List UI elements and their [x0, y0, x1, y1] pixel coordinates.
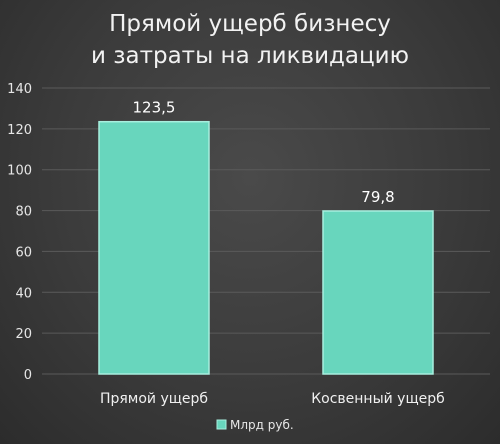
y-tick-label: 0 — [24, 368, 32, 383]
data-label: 79,8 — [361, 188, 394, 206]
legend-swatch — [216, 419, 227, 430]
bar — [98, 120, 210, 375]
bar — [322, 210, 434, 375]
x-tick-label: Прямой ущерб — [100, 391, 208, 407]
y-tick-label: 100 — [7, 164, 32, 179]
x-tick-label: Косвенный ущерб — [311, 391, 445, 407]
y-tick-label: 120 — [7, 123, 32, 138]
y-tick-label: 20 — [15, 327, 32, 342]
y-tick-label: 60 — [15, 245, 32, 260]
chart-title-line-1: Прямой ущерб бизнесу — [109, 11, 391, 37]
y-tick-label: 80 — [15, 205, 32, 220]
chart-title: Прямой ущерб бизнесу и затраты на ликвид… — [0, 8, 500, 72]
y-tick-label: 140 — [7, 82, 32, 97]
legend-label: Млрд руб. — [230, 418, 294, 432]
data-label: 123,5 — [133, 99, 176, 117]
y-tick-label: 40 — [15, 286, 32, 301]
chart-title-line-2: и затраты на ликвидацию — [91, 43, 409, 69]
